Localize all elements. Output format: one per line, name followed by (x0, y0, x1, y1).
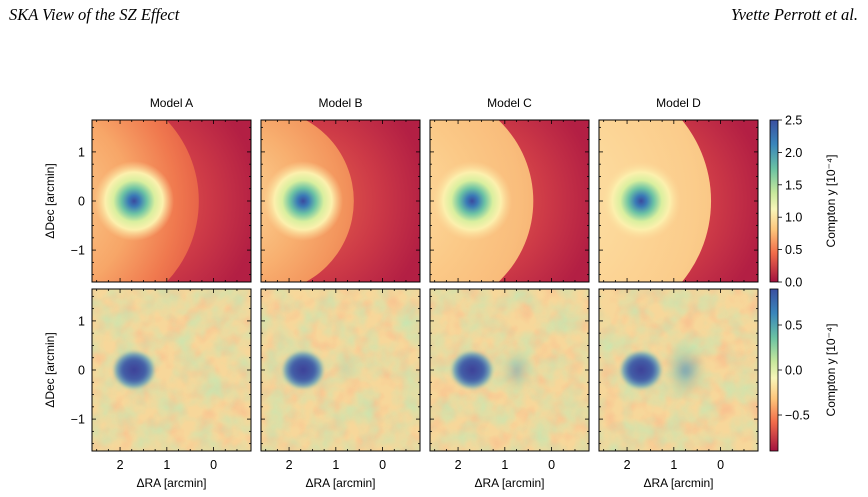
colorbar-top: 2.5 2.0 1.5 1.0 0.5 0.0 Compton y [10⁻⁴] (769, 114, 838, 290)
x-tick-label: 1 (163, 458, 170, 472)
shock-rim (498, 346, 535, 394)
panel-ticks (599, 289, 758, 451)
colorbar-tick-label: 0.0 (785, 276, 802, 290)
colorbar-bottom: 0.5 0.0 −0.5 Compton y [10⁻⁴] (769, 288, 838, 452)
panel-ticks (92, 289, 251, 451)
panel-ticks (92, 120, 251, 282)
panel-title-model-a: Model A (150, 96, 193, 110)
header-left-title: SKA View of the SZ Effect (9, 5, 180, 24)
colorbar-tick-label: 0.5 (785, 243, 802, 257)
cluster-core (601, 161, 682, 241)
colorbar-tick-label: 2.0 (785, 146, 802, 160)
x-tick-label: 1 (332, 458, 339, 472)
colorbar-tick-label: 0.0 (785, 364, 802, 378)
x-tick-label: 0 (379, 458, 386, 472)
y-tick-label: 1 (78, 145, 85, 159)
colorbar-label: Compton y [10⁻⁴] (824, 324, 838, 417)
colorbar-tick-label: 1.0 (785, 211, 802, 225)
panel-row1-model-a (91, 119, 252, 283)
panel-ticks (430, 289, 589, 451)
x-axis-label: ΔRA [arcmin] (643, 476, 713, 490)
x-axis-label: ΔRA [arcmin] (305, 476, 375, 490)
x-tick-label: 0 (548, 458, 555, 472)
shock-rim (335, 351, 360, 389)
colorbar-tick-label: 1.5 (785, 178, 802, 192)
x-tick-label: 2 (455, 458, 462, 472)
panel-row1-model-d (598, 119, 759, 283)
cluster-core (94, 161, 175, 241)
x-axis-label: ΔRA [arcmin] (474, 476, 544, 490)
y-tick-label: −1 (71, 413, 85, 427)
panel-title-model-c: Model C (487, 96, 532, 110)
colorbar-tick-label: 0.5 (785, 319, 802, 333)
x-axis-label: ΔRA [arcmin] (136, 476, 206, 490)
panel-row2-model-b (260, 288, 421, 452)
x-tick-label: 2 (624, 458, 631, 472)
core-blob (450, 350, 495, 390)
panel-row2-model-c (429, 288, 590, 452)
colorbar-label: Compton y [10⁻⁴] (824, 155, 838, 248)
cluster-core (432, 161, 513, 241)
panel-ticks (261, 289, 420, 451)
axes-text-group: Model A Model B Model C Model D 1 0 −1 ΔDec [ar… (43, 96, 724, 490)
panel-row1-model-b (260, 119, 421, 283)
y-tick-label: −1 (71, 244, 85, 258)
y-axis-label: ΔDec [arcmin] (43, 332, 57, 407)
panel-ticks (430, 120, 589, 282)
panel-ticks (599, 120, 758, 282)
colorbar-tick-label: −0.5 (785, 409, 810, 423)
panel-title-model-b: Model B (318, 96, 362, 110)
panel-ticks (261, 120, 420, 282)
y-tick-label: 1 (78, 314, 85, 328)
core-blob (619, 350, 664, 390)
panel-row1-model-c (429, 119, 590, 283)
shock-rim (663, 342, 708, 398)
x-tick-label: 2 (117, 458, 124, 472)
header-right-author: Yvette Perrott et al. (730, 5, 858, 24)
y-axis-label: ΔDec [arcmin] (43, 163, 57, 238)
core-blob (112, 350, 157, 390)
cluster-core (263, 161, 344, 241)
x-tick-label: 1 (670, 458, 677, 472)
core-blob (281, 350, 326, 390)
panels-group (91, 119, 759, 452)
colorbar-tick-label: 2.5 (785, 114, 802, 128)
x-tick-label: 0 (210, 458, 217, 472)
panel-row2-model-d (598, 288, 759, 452)
panel-row2-model-a (91, 288, 252, 452)
x-tick-label: 1 (501, 458, 508, 472)
x-tick-label: 2 (286, 458, 293, 472)
panel-title-model-d: Model D (656, 96, 701, 110)
y-tick-label: 0 (78, 195, 85, 209)
x-tick-label: 0 (717, 458, 724, 472)
colorbars-group: 2.5 2.0 1.5 1.0 0.5 0.0 Compton y [10⁻⁴] 0.5 0.0… (769, 114, 838, 452)
y-tick-label: 0 (78, 364, 85, 378)
